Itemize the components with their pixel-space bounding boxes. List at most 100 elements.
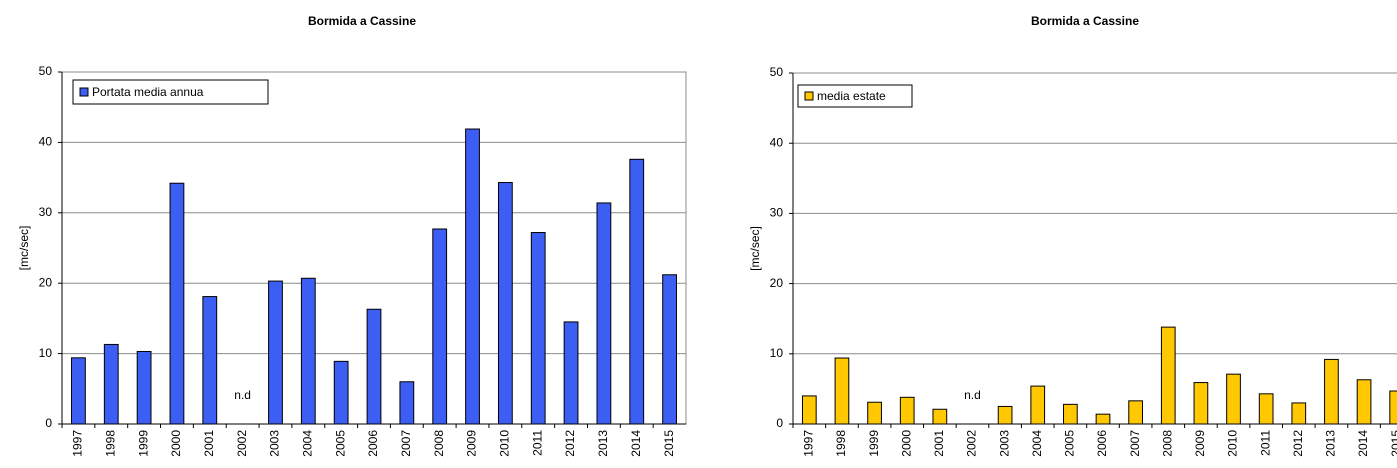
x-tick-label: 2010 (498, 430, 512, 457)
bar (899, 396, 915, 425)
x-tick-label: 2009 (1193, 430, 1207, 457)
bar (1389, 390, 1397, 425)
bar (1193, 382, 1209, 425)
bar (1226, 373, 1241, 425)
annotation: n.d (964, 388, 981, 402)
chart-title: Bormida a Cassine (308, 14, 416, 28)
bar (71, 357, 86, 425)
x-tick-label: 2007 (1128, 430, 1142, 457)
y-axis-label: [mc/sec] (748, 226, 762, 271)
bar (202, 296, 218, 425)
x-tick-label: 2013 (596, 430, 610, 457)
x-tick-label: 2011 (530, 430, 544, 456)
bar (1128, 400, 1143, 425)
bar (1291, 402, 1307, 425)
bar (1160, 326, 1176, 425)
bar (268, 280, 283, 425)
y-axis-label: [mc/sec] (17, 226, 31, 271)
x-tick-label: 1999 (136, 430, 150, 457)
y-tick-label: 40 (770, 135, 784, 149)
bar (1030, 385, 1046, 425)
y-tick-label: 40 (39, 135, 53, 149)
bar (432, 228, 448, 425)
bar (497, 182, 513, 425)
bar (465, 128, 480, 425)
bar (662, 274, 677, 425)
legend-label: Portata media annua (92, 85, 204, 99)
bar (932, 408, 948, 425)
x-tick-label: 2012 (563, 430, 577, 457)
bar (1063, 403, 1078, 425)
x-tick-label: 1998 (103, 430, 117, 457)
legend-box (797, 84, 913, 108)
x-tick-label: 2003 (997, 430, 1011, 457)
y-tick-label: 10 (39, 346, 53, 360)
x-tick-label: 2004 (1030, 430, 1044, 457)
chart: Bormida a Cassine [mc/sec] 0 10 20 30 40 50 1997… (748, 14, 1397, 457)
bar (399, 381, 415, 425)
legend-box (72, 79, 269, 105)
bar (867, 401, 882, 425)
x-tick-label: 2003 (268, 430, 282, 457)
bar (834, 357, 850, 425)
x-tick-label: 2010 (1226, 430, 1240, 457)
x-tick-label: 2006 (366, 430, 380, 457)
x-tick-label: 2014 (1356, 430, 1370, 457)
x-tick-label: 2009 (465, 430, 479, 457)
chart: Bormida a Cassine [mc/sec] 0 10 20 30 40 50 1997… (17, 14, 687, 457)
x-tick-label: 2012 (1291, 430, 1305, 457)
x-tick-label: 2001 (202, 430, 216, 457)
bar (1095, 413, 1111, 425)
x-tick-label: 2006 (1095, 430, 1109, 457)
bar (136, 350, 152, 425)
x-tick-label: 2015 (1389, 430, 1397, 457)
x-tick-label: 1999 (867, 430, 881, 457)
bar (1258, 393, 1274, 425)
x-tick-label: 2015 (662, 430, 676, 457)
x-tick-label: 2013 (1324, 430, 1338, 457)
y-tick-label: 20 (39, 275, 53, 289)
y-tick-label: 0 (776, 416, 783, 430)
y-tick-label: 30 (39, 205, 53, 219)
x-tick-label: 1997 (801, 430, 815, 457)
legend-label: media estate (817, 89, 886, 103)
bar (563, 321, 579, 425)
bar (1356, 379, 1372, 425)
y-tick-label: 10 (770, 346, 784, 360)
bar (366, 308, 382, 425)
x-tick-label: 2004 (300, 430, 314, 457)
x-tick-label: 2005 (1063, 430, 1077, 457)
bar (169, 182, 185, 425)
bar (801, 395, 817, 425)
x-tick-label: 2008 (432, 430, 446, 457)
bar (300, 277, 316, 425)
x-tick-label: 1998 (834, 430, 848, 457)
bar (596, 202, 612, 425)
x-tick-label: 2000 (169, 430, 183, 457)
x-tick-label: 2001 (932, 430, 946, 457)
y-tick-label: 30 (770, 206, 784, 220)
chart-title: Bormida a Cassine (1031, 14, 1139, 28)
y-tick-label: 0 (45, 416, 52, 430)
x-tick-label: 2011 (1258, 430, 1272, 456)
x-tick-label: 2008 (1160, 430, 1174, 457)
y-tick-label: 50 (770, 65, 784, 79)
bar (629, 158, 645, 425)
bar (530, 232, 546, 425)
y-tick-label: 50 (39, 64, 53, 78)
x-tick-label: 2000 (899, 430, 913, 457)
x-tick-label: 2007 (399, 430, 413, 457)
legend-swatch (804, 91, 814, 101)
legend-swatch (79, 87, 89, 97)
bar (103, 343, 119, 425)
x-tick-label: 2002 (965, 430, 979, 457)
y-tick-label: 20 (770, 276, 784, 290)
bar (1324, 358, 1339, 425)
x-tick-label: 2014 (629, 430, 643, 457)
plot-border (792, 72, 1397, 425)
bar (997, 405, 1013, 425)
bar (333, 360, 349, 425)
x-tick-label: 2002 (235, 430, 249, 457)
x-tick-label: 1997 (71, 430, 85, 457)
